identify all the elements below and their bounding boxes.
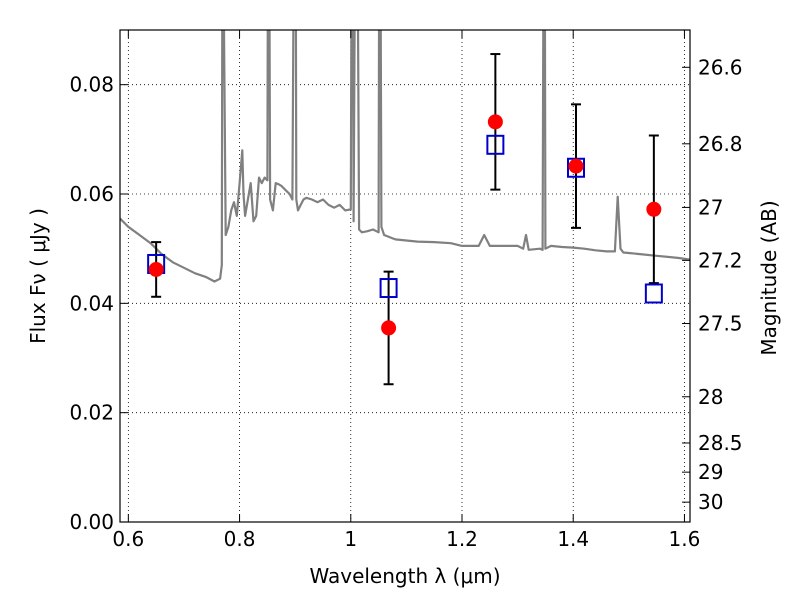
mag-tick-label: 30 [698, 490, 723, 514]
errorbar-layer [151, 53, 659, 386]
y-tick-label: 0.02 [69, 401, 114, 425]
y-tick-label: 0.08 [69, 73, 114, 97]
y-axis-label: Flux Fν ( μJy ) [26, 208, 50, 344]
observed-point [646, 201, 662, 217]
model-point [644, 283, 663, 304]
x-axis-label: Wavelength λ (μm) [309, 564, 500, 588]
model-point [486, 134, 505, 155]
mag-ticks: 26.6 26.8 27 27.2 27.5 28 28.5 29 30 [682, 55, 743, 514]
template-spectrum-line [120, 30, 690, 283]
observed-point [487, 114, 503, 130]
mag-tick-label: 27.5 [698, 312, 743, 336]
grid [120, 30, 690, 522]
x-tick-label: 1.2 [446, 527, 478, 551]
x-tick-label: 1 [344, 527, 357, 551]
mag-tick-label: 26.6 [698, 55, 743, 79]
spectrum-layer [120, 30, 690, 283]
y-tick-label: 0.04 [69, 291, 114, 315]
y-ticks: 0.00 0.02 0.04 0.06 0.08 [69, 73, 128, 534]
mag-tick-label: 26.8 [698, 132, 743, 156]
y-tick-label: 0.00 [69, 510, 114, 534]
x-tick-label: 0.6 [112, 527, 144, 551]
mag-tick-label: 27.2 [698, 248, 743, 272]
model-point [379, 278, 398, 299]
x-tick-label: 1.6 [669, 527, 701, 551]
observed-point [568, 158, 584, 174]
plot-frame [119, 29, 691, 523]
observed-point [381, 320, 397, 336]
mag-tick-label: 29 [698, 460, 723, 484]
x-tick-label: 0.8 [224, 527, 256, 551]
mag-tick-label: 28.5 [698, 431, 743, 455]
mag-tick-label: 27 [698, 195, 723, 219]
mag-tick-label: 28 [698, 385, 723, 409]
y-tick-label: 0.06 [69, 182, 114, 206]
x-tick-label: 1.4 [557, 527, 589, 551]
observed-layer [148, 114, 662, 336]
observed-point [148, 261, 164, 277]
right-axis-label: Magnitude (AB) [757, 200, 781, 355]
x-ticks: 0.6 0.8 1 1.2 1.4 1.6 [112, 30, 700, 551]
